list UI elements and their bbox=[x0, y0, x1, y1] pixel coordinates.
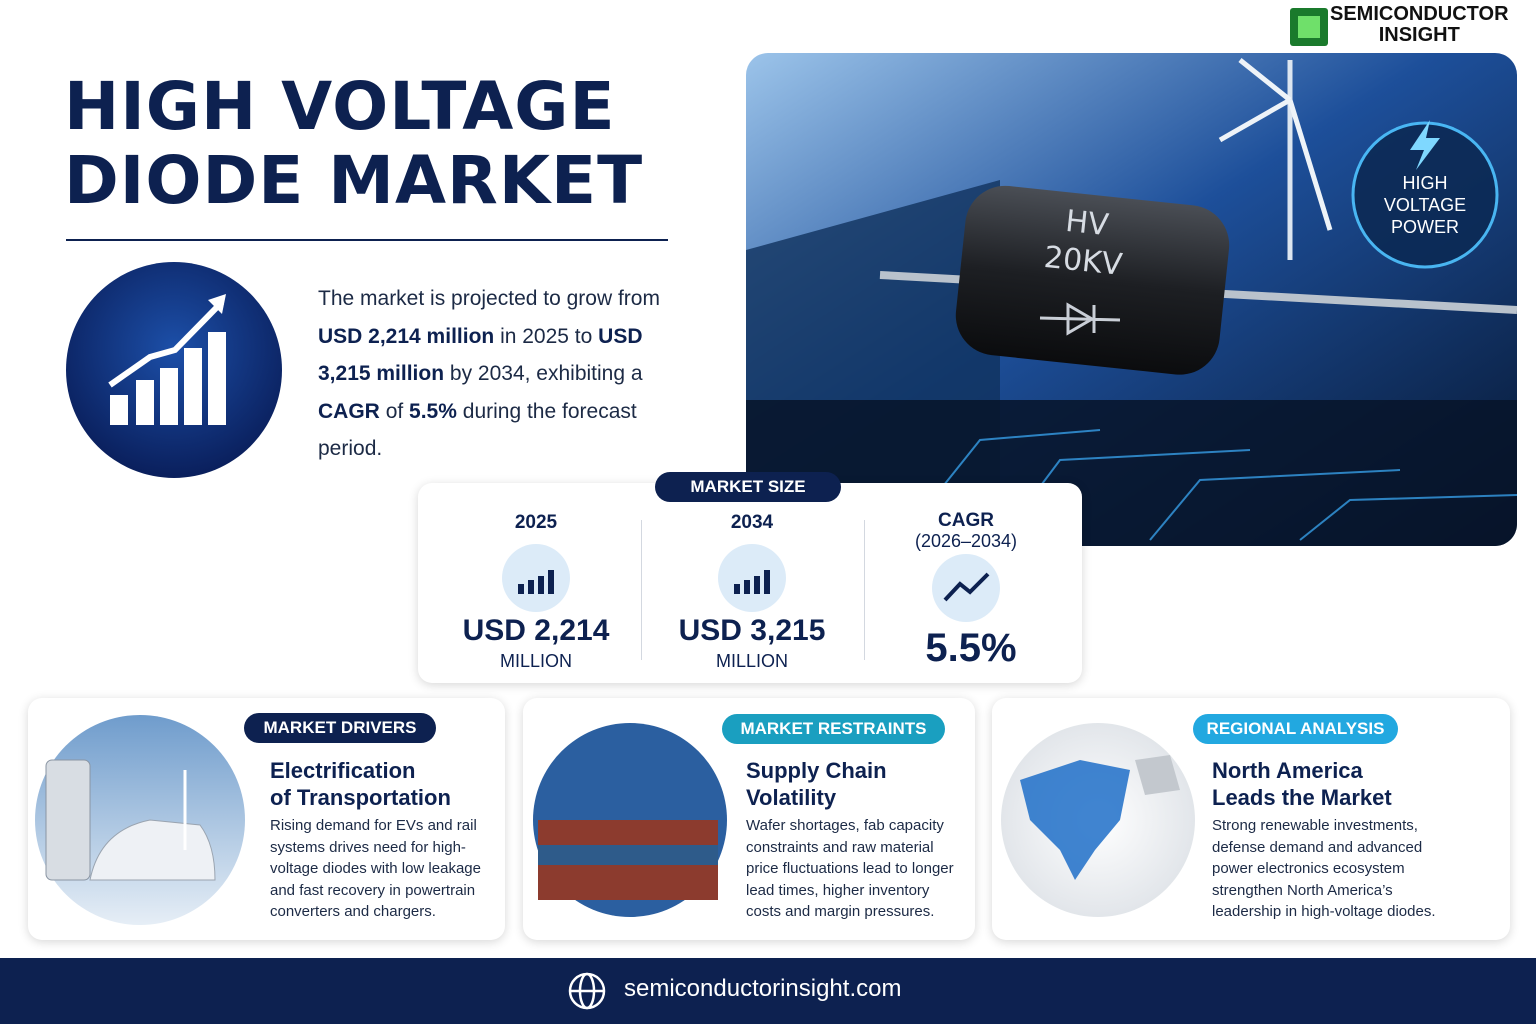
title-line: DIODE MARKET bbox=[64, 142, 644, 219]
badge-line: POWER bbox=[1390, 217, 1459, 237]
logo-text: SEMICONDUCTOR INSIGHT bbox=[1330, 4, 1509, 46]
card-title-line: Leads the Market bbox=[1212, 785, 1392, 810]
column-value: USD 3,215 bbox=[678, 614, 826, 647]
growth-bars bbox=[110, 332, 226, 425]
card-body: Rising demand for EVs and rail systems d… bbox=[270, 817, 481, 920]
summary-text: during the forecast period. bbox=[318, 399, 637, 461]
bar-icon bbox=[208, 332, 226, 425]
page-title: HIGH VOLTAGE DIODE MARKET bbox=[64, 70, 643, 218]
divider bbox=[641, 520, 642, 660]
logo-line: SEMICONDUCTOR bbox=[1330, 3, 1509, 25]
summary-highlight: USD 2,214 million bbox=[318, 324, 495, 348]
diode-symbol bbox=[1039, 302, 1121, 336]
column-unit: MILLION bbox=[715, 651, 789, 671]
badge-line: HIGH bbox=[1402, 173, 1448, 193]
column-label: 2025 bbox=[514, 512, 558, 533]
summary: The market is projected to grow from USD… bbox=[318, 280, 663, 468]
column-value: USD 2,214 bbox=[462, 614, 610, 647]
card-title: North America Leads the Market bbox=[1212, 757, 1392, 811]
divider bbox=[864, 520, 865, 660]
bolt bbox=[1410, 120, 1440, 170]
card-tag: MARKET RESTRAINTS bbox=[722, 714, 945, 744]
card-title-line: of Transportation bbox=[270, 785, 451, 810]
summary-highlight: USD 3,215 million bbox=[318, 324, 643, 386]
arrow-head bbox=[208, 294, 226, 314]
card-body: Wafer shortages, fab capacity constraint… bbox=[746, 817, 954, 920]
card-title-line: Electrification bbox=[270, 758, 416, 783]
bar-icon bbox=[136, 380, 154, 425]
bar-icon bbox=[110, 395, 128, 425]
turbine-blades bbox=[1218, 58, 1333, 231]
logo-line: INSIGHT bbox=[1378, 24, 1460, 46]
card-title-line: Supply Chain bbox=[746, 758, 887, 783]
column-unit: MILLION bbox=[499, 651, 573, 671]
hero-image bbox=[746, 53, 1517, 546]
power-badge bbox=[1351, 121, 1499, 269]
trace bbox=[1149, 469, 1401, 541]
bar-icon bbox=[184, 348, 202, 425]
badge-line: VOLTAGE bbox=[1383, 195, 1467, 215]
summary-text: by 2034, exhibiting a bbox=[449, 362, 643, 385]
column-label: CAGR bbox=[938, 510, 994, 531]
card-title-line: Volatility bbox=[746, 785, 837, 810]
bar-icon bbox=[160, 368, 178, 425]
trace bbox=[1299, 494, 1517, 541]
column-label: 2034 bbox=[730, 512, 774, 533]
summary-text: in 2025 to bbox=[500, 324, 593, 348]
market-size-badge: MARKET SIZE bbox=[655, 472, 841, 502]
summary-highlight: 5.5% bbox=[409, 399, 457, 423]
footer-bar bbox=[0, 958, 1536, 1024]
title-line: HIGH VOLTAGE bbox=[64, 68, 616, 145]
footer-url: semiconductorinsight.com bbox=[624, 975, 902, 1002]
logo-chip-core bbox=[1298, 16, 1320, 38]
card-body: Strong renewable investments, defense de… bbox=[1212, 817, 1436, 920]
summary-text: of bbox=[385, 399, 404, 423]
diode-body bbox=[955, 185, 1230, 375]
card-title-line: North America bbox=[1212, 758, 1363, 783]
card-title: Electrification of Transportation bbox=[270, 757, 451, 811]
summary-text: The market is projected to grow from bbox=[318, 287, 660, 310]
card-tag: MARKET DRIVERS bbox=[244, 713, 436, 743]
power-badge-text: HIGH VOLTAGE POWER bbox=[1365, 172, 1485, 238]
globe-icon bbox=[568, 972, 606, 1010]
growth-arrow bbox=[108, 299, 225, 388]
card-tag: REGIONAL ANALYSIS bbox=[1193, 714, 1398, 744]
card-title: Supply Chain Volatility bbox=[746, 757, 887, 811]
column-value: 5.5% bbox=[925, 626, 1017, 670]
summary-highlight: CAGR bbox=[318, 399, 380, 423]
diode-label: HV 20KV bbox=[1021, 199, 1148, 287]
column-sublabel: (2026–2034) bbox=[914, 531, 1018, 551]
